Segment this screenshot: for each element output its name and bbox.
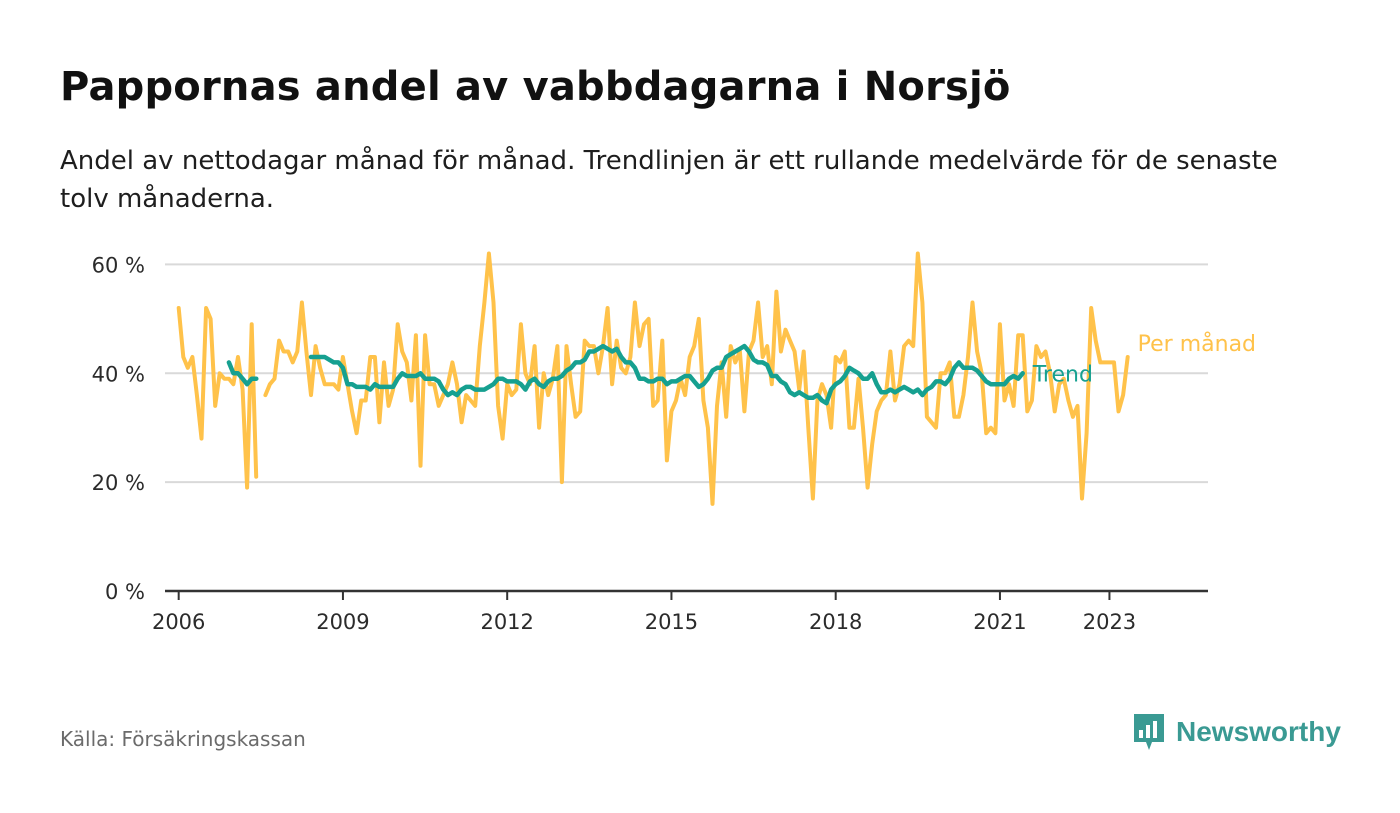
- x-tick-label: 2009: [316, 610, 369, 634]
- x-tick-label: 2023: [1083, 610, 1136, 634]
- y-tick-label: 40 %: [92, 362, 145, 386]
- brand-name: Newsworthy: [1176, 716, 1341, 747]
- x-tick-label: 2018: [809, 610, 862, 634]
- y-tick-label: 20 %: [92, 471, 145, 495]
- trend-series-label: Trend: [1032, 362, 1093, 387]
- y-tick-label: 0 %: [105, 580, 145, 604]
- series-labels: Per månad Trend: [1032, 331, 1256, 387]
- y-tick-label: 60 %: [92, 253, 145, 277]
- monthly-series-line: [176, 251, 1130, 506]
- x-tick-label: 2015: [645, 610, 698, 634]
- x-tick-label: 2021: [973, 610, 1026, 634]
- chart-title: Pappornas andel av vabbdagarna i Norsjö: [60, 64, 1011, 110]
- bar-chart-icon: [1134, 714, 1164, 750]
- series-lines: [176, 251, 1130, 506]
- monthly-series-label: Per månad: [1138, 331, 1256, 357]
- chart-subtitle: Andel av nettodagar månad för månad. Tre…: [60, 146, 1278, 214]
- trend-series-line: [226, 343, 1025, 406]
- newsworthy-logo: Newsworthy: [1132, 712, 1341, 752]
- x-tick-label: 2012: [480, 610, 533, 634]
- x-tick-label: 2006: [152, 610, 205, 634]
- axes: 0 % 20 % 40 % 60 % 2006 2009 2012 2015 2018 2021 2…: [92, 253, 1208, 634]
- source-note: Källa: Försäkringskassan: [60, 727, 306, 751]
